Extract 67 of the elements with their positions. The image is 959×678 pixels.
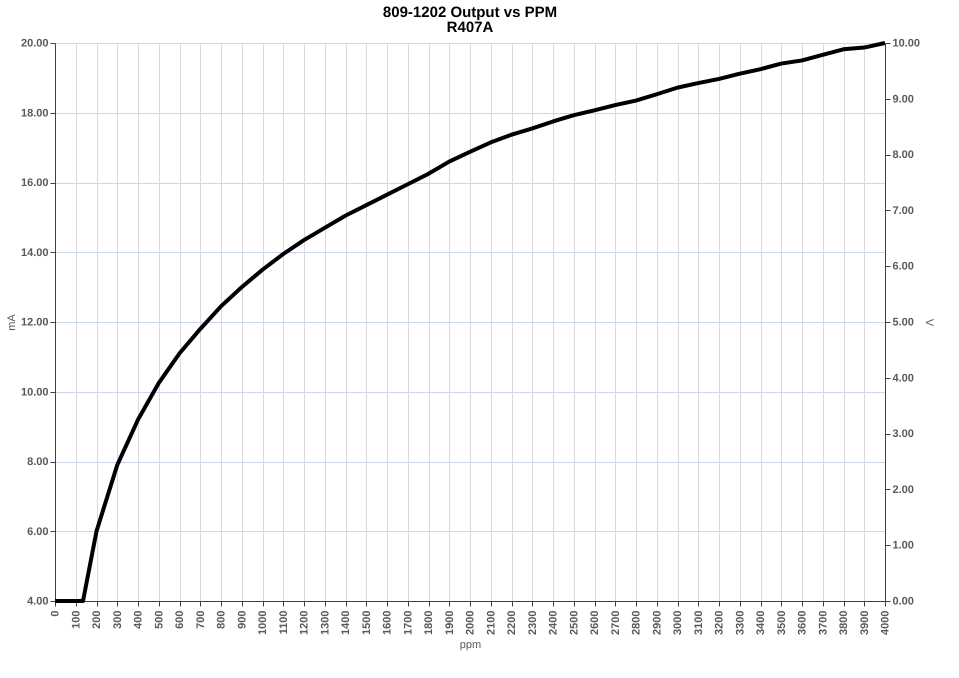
x-tick-label: 1700 (402, 610, 414, 635)
chart-subtitle: R407A (446, 19, 494, 36)
x-tick-label: 3200 (714, 610, 726, 635)
x-tick-label: 3100 (692, 610, 705, 635)
x-axis-title: ppm (460, 638, 482, 651)
x-tick-label: 300 (112, 610, 124, 629)
y2-tick-label: 5.00 (892, 316, 914, 328)
x-tick-label: 3400 (755, 610, 767, 635)
x-tick-label: 2300 (526, 610, 539, 635)
x-tick-label: 2000 (464, 610, 476, 635)
y-tick-label: 12.00 (20, 316, 48, 328)
y-tick-label: 4.00 (27, 596, 48, 608)
y2-tick-label: 2.00 (892, 484, 914, 496)
x-tick-label: 1500 (360, 610, 373, 635)
x-tick-label: 1900 (444, 610, 456, 635)
y2-tick-label: 1.00 (892, 540, 914, 552)
x-tick-label: 2600 (589, 610, 601, 635)
x-tick-label: 2200 (506, 610, 518, 635)
y-tick-label: 10.00 (20, 386, 48, 398)
x-tick-label: 2500 (568, 610, 580, 635)
x-tick-label: 3000 (672, 610, 684, 635)
y2-tick-label: 8.00 (892, 149, 914, 162)
y-axis-title: mA (6, 314, 18, 331)
y-tick-label: 14.00 (20, 246, 48, 259)
x-tick-label: 1100 (278, 610, 290, 634)
x-tick-label: 600 (174, 610, 186, 629)
y2-axis-title: V (923, 318, 936, 327)
x-tick-label: 1400 (340, 610, 352, 635)
y2-tick-label: 4.00 (892, 372, 914, 384)
y-tick-label: 16.00 (20, 177, 48, 189)
x-tick-label: 1000 (257, 610, 269, 635)
y2-tick-label: 3.00 (892, 428, 914, 440)
chart-title: 809-1202 Output vs PPM (382, 4, 558, 21)
y2-tick-label: 0.00 (892, 596, 914, 608)
x-tick-label: 4000 (880, 610, 892, 635)
y2-tick-label: 10.00 (892, 38, 920, 50)
x-tick-label: 3300 (734, 610, 746, 635)
x-tick-label: 1200 (298, 610, 310, 635)
x-tick-label: 3900 (858, 610, 871, 635)
y-tick-label: 8.00 (27, 456, 48, 468)
x-tick-label: 2400 (548, 610, 560, 635)
x-tick-label: 3800 (838, 610, 850, 635)
y2-tick-label: 9.00 (892, 93, 914, 106)
x-tick-label: 1300 (319, 610, 332, 635)
x-tick-label: 500 (153, 610, 166, 629)
y-tick-label: 18.00 (20, 107, 48, 120)
x-tick-label: 800 (216, 610, 228, 629)
x-tick-label: 2100 (485, 610, 498, 635)
y-tick-label: 20.00 (20, 38, 48, 50)
x-tick-label: 0 (50, 610, 62, 617)
x-tick-label: 900 (236, 610, 248, 629)
x-tick-label: 200 (91, 610, 103, 629)
x-tick-label: 2700 (610, 610, 622, 635)
x-tick-label: 100 (70, 610, 82, 629)
y2-tick-label: 7.00 (892, 204, 914, 217)
x-tick-label: 3600 (796, 610, 808, 635)
x-tick-label: 700 (194, 610, 207, 629)
x-tick-label: 1600 (382, 610, 394, 635)
x-tick-label: 3700 (817, 610, 830, 635)
x-tick-label: 2900 (651, 610, 664, 635)
x-tick-label: 3500 (776, 610, 788, 635)
y-tick-label: 6.00 (27, 526, 48, 538)
x-tick-label: 1800 (423, 610, 435, 635)
y2-tick-label: 6.00 (892, 260, 914, 273)
x-tick-label: 400 (132, 610, 144, 629)
x-tick-label: 2800 (630, 610, 642, 635)
line-series (53, 41, 887, 603)
